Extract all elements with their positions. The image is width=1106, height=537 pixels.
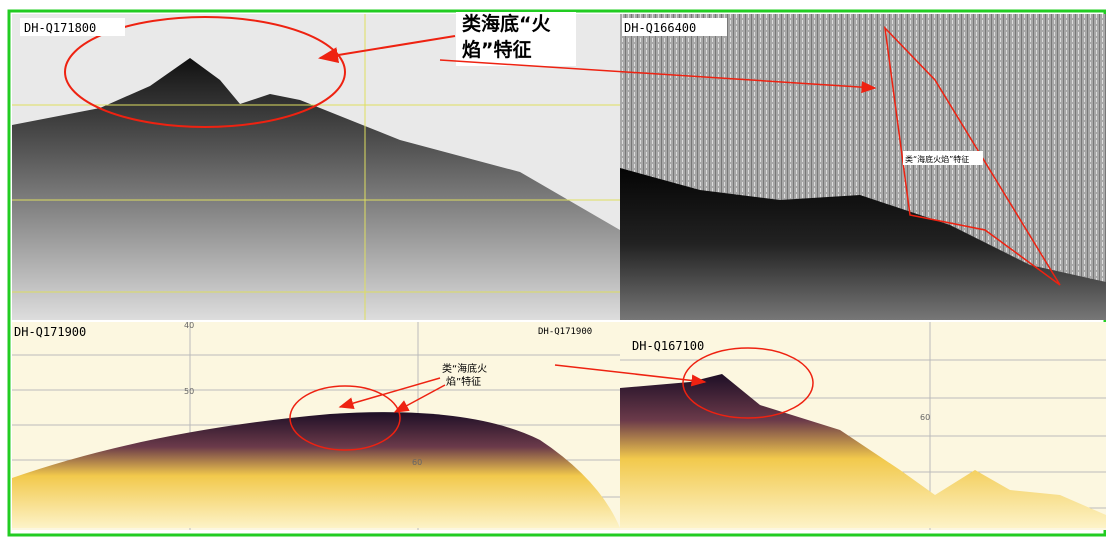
panel-label: DH-Q171800 xyxy=(24,21,96,35)
axis-label: 60 xyxy=(412,458,422,467)
panel-label: DH-Q171900 xyxy=(14,325,86,339)
panel-4: DH-Q167100 60 xyxy=(555,322,1106,530)
figure: DH-Q171800 类海底“火 焰”特征 DH-Q166400 类“海底火焰”… xyxy=(0,0,1106,537)
panel-label-2: DH-Q171900 xyxy=(538,327,592,337)
panel-1: DH-Q171800 类海底“火 焰”特征 xyxy=(12,12,620,320)
annotation: 焰”特征 xyxy=(462,38,532,61)
annotation: 类“海底火 xyxy=(442,362,487,375)
annotation: 类“海底火焰”特征 xyxy=(905,154,969,164)
panel-label: DH-Q167100 xyxy=(632,339,704,353)
annotation: 类海底“火 xyxy=(462,12,551,35)
panel-label: DH-Q166400 xyxy=(624,21,696,35)
axis-label: 50 xyxy=(184,387,194,396)
axis-label: 40 xyxy=(184,321,194,330)
panel-3: DH-Q171900 DH-Q171900 类“海底火 焰”特征 40 50 6… xyxy=(12,321,620,530)
axis-label: 60 xyxy=(920,413,930,422)
annotation: 焰”特征 xyxy=(446,375,481,388)
